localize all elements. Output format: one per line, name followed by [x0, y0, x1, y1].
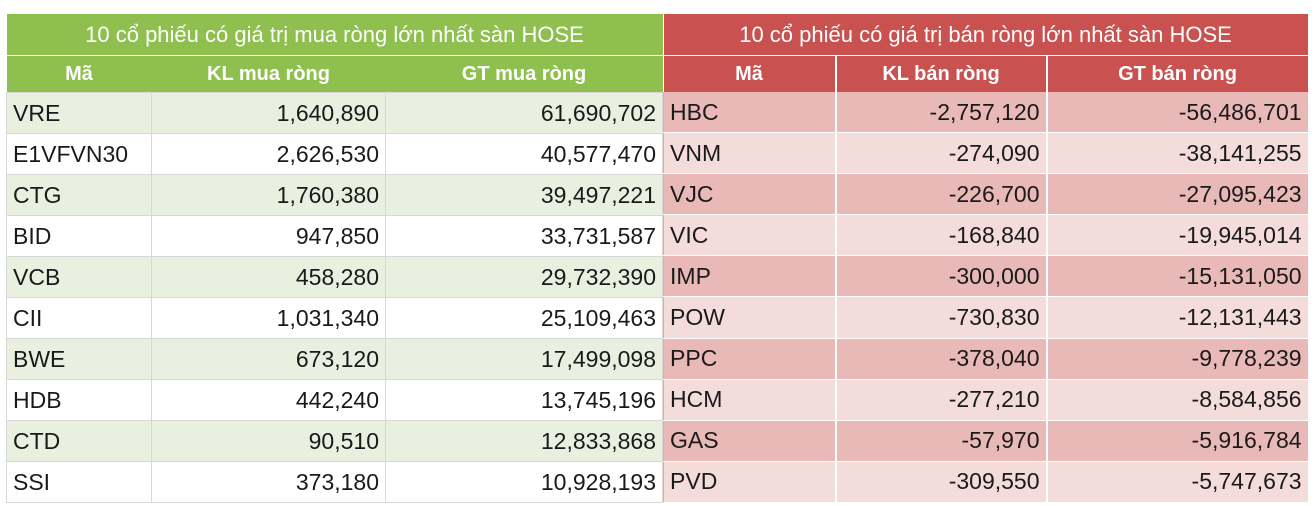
net-volume-cell: 458,280 — [151, 256, 386, 298]
table-row: HDB 442,240 13,745,196 — [6, 379, 664, 421]
stock-code-cell: E1VFVN30 — [6, 133, 152, 175]
stock-code-cell: CTG — [6, 174, 152, 216]
column-header-value: GT bán ròng — [1045, 55, 1308, 92]
net-volume-cell: 442,240 — [151, 379, 386, 421]
net-value-cell: -8,584,856 — [1045, 379, 1308, 421]
net-volume-cell: -730,830 — [834, 296, 1047, 339]
net-value-cell: 25,109,463 — [384, 297, 664, 339]
stock-code-cell: PPC — [663, 338, 836, 380]
stock-code-cell: IMP — [663, 255, 836, 298]
net-value-cell: 33,731,587 — [384, 215, 664, 257]
column-header-code: Mã — [663, 55, 836, 92]
table-row: E1VFVN30 2,626,530 40,577,470 — [6, 133, 664, 175]
stock-code-cell: HCM — [663, 379, 836, 421]
net-value-cell: -15,131,050 — [1045, 255, 1308, 298]
net-sell-table: 10 cổ phiếu có giá trị bán ròng lớn nhất… — [663, 14, 1308, 504]
net-volume-cell: -168,840 — [834, 214, 1047, 257]
net-volume-cell: 90,510 — [151, 420, 386, 462]
net-value-cell: -9,778,239 — [1045, 338, 1308, 380]
net-volume-cell: 2,626,530 — [151, 133, 386, 175]
net-volume-cell: -274,090 — [834, 132, 1047, 175]
column-header-volume: KL bán ròng — [834, 55, 1047, 92]
net-value-cell: -38,141,255 — [1045, 132, 1308, 175]
stock-code-cell: SSI — [6, 461, 152, 503]
net-value-cell: 10,928,193 — [384, 461, 664, 503]
table-row: PPC -378,040 -9,778,239 — [663, 338, 1308, 380]
net-buy-rows: VRE 1,640,890 61,690,702 E1VFVN30 2,626,530 4… — [6, 92, 664, 503]
net-value-cell: -5,747,673 — [1045, 461, 1308, 504]
net-volume-cell: -2,757,120 — [834, 92, 1047, 134]
net-value-cell: -19,945,014 — [1045, 214, 1308, 257]
table-row: CTD 90,510 12,833,868 — [6, 420, 664, 462]
table-row: CTG 1,760,380 39,497,221 — [6, 174, 664, 216]
table-row: VIC -168,840 -19,945,014 — [663, 214, 1308, 257]
table-row: VNM -274,090 -38,141,255 — [663, 132, 1308, 175]
stock-code-cell: PVD — [663, 461, 836, 504]
stock-code-cell: VJC — [663, 173, 836, 216]
net-value-cell: -12,131,443 — [1045, 296, 1308, 339]
net-trading-tables: 10 cổ phiếu có giá trị mua ròng lớn nhất… — [6, 14, 1308, 504]
net-sell-title: 10 cổ phiếu có giá trị bán ròng lớn nhất… — [663, 14, 1308, 56]
table-row: HCM -277,210 -8,584,856 — [663, 379, 1308, 421]
net-volume-cell: -277,210 — [834, 379, 1047, 421]
table-row: IMP -300,000 -15,131,050 — [663, 255, 1308, 298]
table-row: HBC -2,757,120 -56,486,701 — [663, 92, 1308, 134]
net-volume-cell: -378,040 — [834, 338, 1047, 380]
table-row: BWE 673,120 17,499,098 — [6, 338, 664, 380]
net-volume-cell: 1,031,340 — [151, 297, 386, 339]
net-volume-cell: 373,180 — [151, 461, 386, 503]
net-value-cell: 39,497,221 — [384, 174, 664, 216]
stock-code-cell: VNM — [663, 132, 836, 175]
table-row: SSI 373,180 10,928,193 — [6, 461, 664, 503]
table-row: VRE 1,640,890 61,690,702 — [6, 92, 664, 134]
table-row: CII 1,031,340 25,109,463 — [6, 297, 664, 339]
stock-code-cell: POW — [663, 296, 836, 339]
stock-code-cell: VCB — [6, 256, 152, 298]
stock-code-cell: VRE — [6, 92, 152, 134]
net-volume-cell: -226,700 — [834, 173, 1047, 216]
net-value-cell: -27,095,423 — [1045, 173, 1308, 216]
stock-code-cell: BID — [6, 215, 152, 257]
net-value-cell: 17,499,098 — [384, 338, 664, 380]
net-sell-rows: HBC -2,757,120 -56,486,701 VNM -274,090 -38,1… — [663, 92, 1308, 504]
net-value-cell: 40,577,470 — [384, 133, 664, 175]
net-value-cell: 29,732,390 — [384, 256, 664, 298]
stock-code-cell: HDB — [6, 379, 152, 421]
net-volume-cell: 1,760,380 — [151, 174, 386, 216]
net-value-cell: 61,690,702 — [384, 92, 664, 134]
net-volume-cell: -57,970 — [834, 420, 1047, 462]
net-value-cell: -5,916,784 — [1045, 420, 1308, 462]
stock-code-cell: GAS — [663, 420, 836, 462]
stock-code-cell: CTD — [6, 420, 152, 462]
net-value-cell: 13,745,196 — [384, 379, 664, 421]
column-header-value: GT mua ròng — [385, 55, 663, 93]
net-volume-cell: 673,120 — [151, 338, 386, 380]
net-volume-cell: -300,000 — [834, 255, 1047, 298]
table-row: BID 947,850 33,731,587 — [6, 215, 664, 257]
net-buy-title: 10 cổ phiếu có giá trị mua ròng lớn nhất… — [6, 14, 663, 56]
stock-code-cell: VIC — [663, 214, 836, 257]
column-header-volume: KL mua ròng — [151, 55, 386, 93]
table-row: VJC -226,700 -27,095,423 — [663, 173, 1308, 216]
table-row: VCB 458,280 29,732,390 — [6, 256, 664, 298]
net-buy-table: 10 cổ phiếu có giá trị mua ròng lớn nhất… — [6, 14, 664, 503]
net-volume-cell: -309,550 — [834, 461, 1047, 504]
stock-code-cell: CII — [6, 297, 152, 339]
table-row: POW -730,830 -12,131,443 — [663, 296, 1308, 339]
stock-code-cell: BWE — [6, 338, 152, 380]
net-value-cell: -56,486,701 — [1045, 92, 1308, 134]
net-volume-cell: 1,640,890 — [151, 92, 386, 134]
column-header-code: Mã — [6, 55, 152, 93]
net-value-cell: 12,833,868 — [384, 420, 664, 462]
table-row: PVD -309,550 -5,747,673 — [663, 461, 1308, 504]
table-row: GAS -57,970 -5,916,784 — [663, 420, 1308, 462]
net-volume-cell: 947,850 — [151, 215, 386, 257]
stock-code-cell: HBC — [663, 92, 836, 134]
